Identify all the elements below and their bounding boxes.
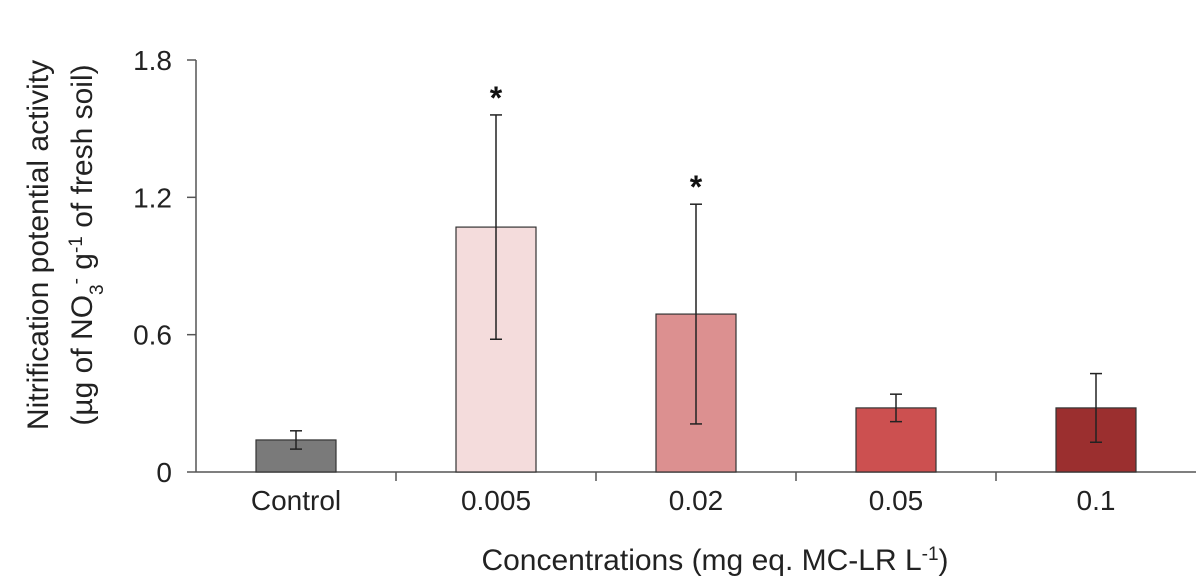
y-tick-label: 0: [156, 457, 172, 488]
x-axis-title: Concentrations (mg eq. MC-LR L-1): [481, 544, 948, 578]
y-tick-label: 0.6: [133, 320, 172, 351]
y-axis-title: Nitrification potential activity (µg of …: [22, 60, 108, 430]
significance-asterisk: *: [490, 80, 503, 116]
x-ticks: Control 0.005 0.02 0.05 0.1: [251, 472, 1116, 516]
y-tick-label: 1.2: [133, 182, 172, 213]
x-tick-label: 0.1: [1077, 485, 1116, 516]
y-axis-title-line2: (µg of NO3- g-1 of fresh soil): [66, 64, 108, 425]
significance-asterisk: *: [690, 169, 703, 205]
y-tick-label: 1.8: [133, 45, 172, 76]
y-axis-title-line1: Nitrification potential activity: [22, 60, 55, 430]
x-tick-label: 0.005: [461, 485, 531, 516]
significance-markers: **: [490, 80, 703, 205]
x-tick-label: Control: [251, 485, 341, 516]
x-tick-label: 0.05: [869, 485, 924, 516]
x-tick-label: 0.02: [669, 485, 724, 516]
error-bars: [290, 114, 1102, 450]
y-ticks: 0 0.6 1.2 1.8: [133, 45, 196, 488]
